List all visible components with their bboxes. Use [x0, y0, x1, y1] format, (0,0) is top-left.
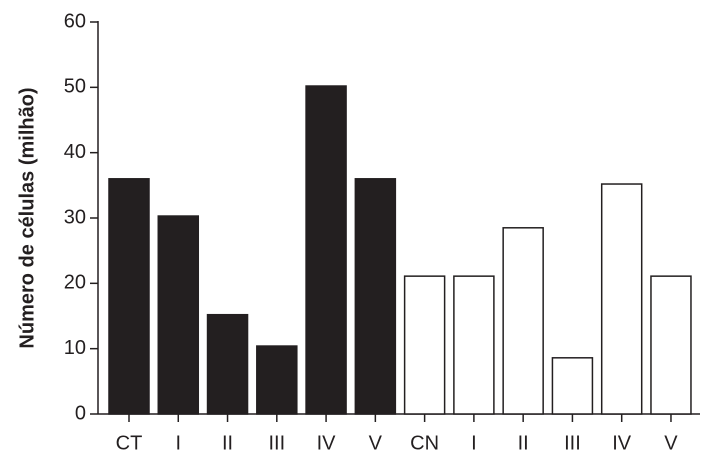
x-tick-label: CT	[116, 432, 143, 454]
x-tick-label: IV	[612, 432, 632, 454]
y-tick-label: 10	[64, 337, 86, 359]
x-tick-label: II	[222, 432, 233, 454]
x-tick-label: V	[369, 432, 383, 454]
x-tick-label: I	[471, 432, 477, 454]
bar	[650, 275, 692, 415]
x-tick-label: CN	[410, 432, 439, 454]
bar	[108, 178, 150, 415]
x-tick-label: IV	[317, 432, 337, 454]
bar	[551, 357, 594, 415]
bar	[206, 313, 249, 415]
y-axis-label: Número de células (milhão)	[16, 87, 38, 348]
y-tick-label: 40	[64, 141, 86, 163]
x-tick-label: II	[518, 432, 529, 454]
bar	[502, 227, 544, 415]
bar	[600, 183, 643, 415]
bar	[305, 85, 347, 415]
y-tick-label: 0	[75, 402, 86, 424]
bar	[403, 275, 446, 415]
bar	[453, 275, 495, 415]
x-tick-label: III	[564, 432, 581, 454]
x-tick-label: I	[175, 432, 181, 454]
bar	[354, 178, 397, 415]
y-tick-label: 20	[64, 272, 86, 294]
bar	[157, 215, 200, 415]
bar	[256, 345, 298, 415]
y-tick-label: 50	[64, 76, 86, 98]
x-tick-label: V	[664, 432, 678, 454]
y-tick-label: 60	[64, 10, 86, 32]
y-tick-label: 30	[64, 206, 86, 228]
x-tick-label: III	[268, 432, 285, 454]
